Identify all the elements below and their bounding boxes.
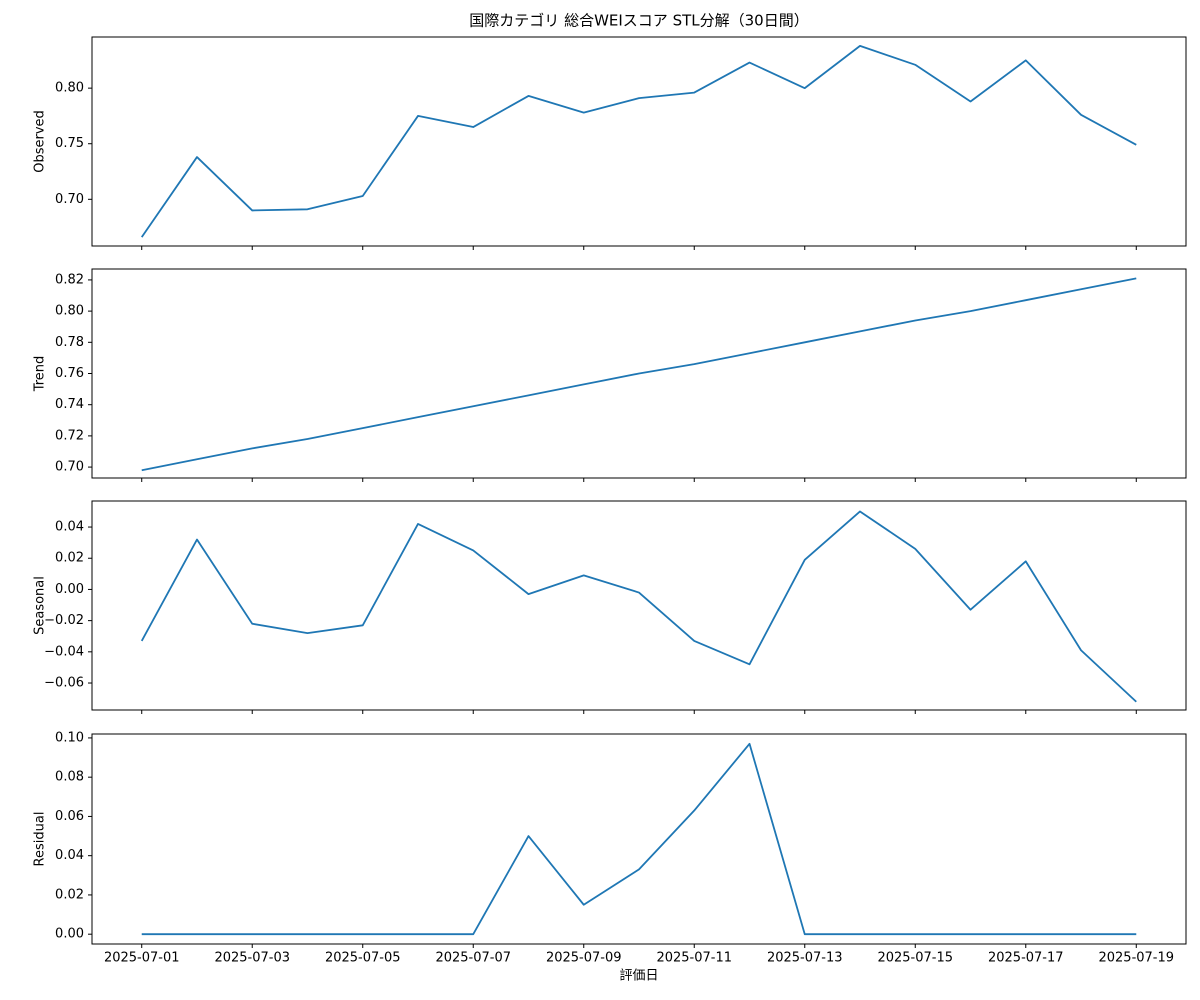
x-tick-label: 2025-07-13: [767, 951, 843, 966]
y-tick-label: 0.78: [55, 335, 84, 350]
y-tick-label: 0.06: [55, 809, 84, 824]
y-tick-label: 0.08: [55, 770, 84, 785]
axes-frame: [91, 36, 1187, 247]
y-axis-label: Residual: [33, 812, 48, 867]
y-tick-label: 0.04: [55, 520, 84, 535]
x-tick-label: 2025-07-17: [988, 951, 1064, 966]
chart-title: 国際カテゴリ 総合WEIスコア STL分解（30日間）: [469, 12, 808, 30]
y-tick-label: 0.04: [55, 848, 84, 863]
x-axis-label: 評価日: [619, 969, 658, 984]
x-tick-label: 2025-07-07: [435, 951, 511, 966]
axes-frame: [91, 268, 1187, 479]
y-tick-label: 0.00: [55, 582, 84, 597]
x-tick-label: 2025-07-03: [214, 951, 290, 966]
y-tick-label: 0.72: [55, 428, 84, 443]
y-tick-label: 0.80: [55, 304, 84, 319]
y-tick-label: −0.06: [44, 676, 84, 691]
y-tick-label: 0.02: [55, 887, 84, 902]
series-line: [141, 742, 1137, 936]
y-tick-label: 0.80: [55, 81, 84, 96]
axes-frame: [91, 733, 1187, 945]
y-axis-label: Observed: [33, 110, 48, 173]
axes-frame: [91, 500, 1187, 711]
y-axis-label: Seasonal: [33, 576, 48, 635]
y-tick-label: 0.76: [55, 366, 84, 381]
x-tick-label: 2025-07-01: [104, 951, 180, 966]
x-tick-label: 2025-07-19: [1098, 951, 1174, 966]
y-tick-label: −0.02: [44, 613, 84, 628]
y-tick-label: 0.00: [55, 927, 84, 942]
x-tick-label: 2025-07-11: [656, 951, 732, 966]
series-line: [140, 510, 1137, 703]
y-tick-label: −0.04: [44, 644, 84, 659]
y-tick-label: 0.74: [55, 397, 84, 412]
y-tick-label: 0.10: [55, 730, 84, 745]
series-line: [141, 277, 1137, 472]
x-tick-label: 2025-07-15: [877, 951, 953, 966]
x-tick-label: 2025-07-05: [325, 951, 401, 966]
x-tick-label: 2025-07-09: [546, 951, 622, 966]
series-line: [140, 44, 1137, 238]
y-tick-label: 0.82: [55, 272, 84, 287]
y-axis-label: Trend: [33, 356, 48, 393]
y-tick-label: 0.75: [55, 136, 84, 151]
y-tick-label: 0.70: [55, 460, 84, 475]
y-tick-label: 0.02: [55, 551, 84, 566]
y-tick-label: 0.70: [55, 192, 84, 207]
